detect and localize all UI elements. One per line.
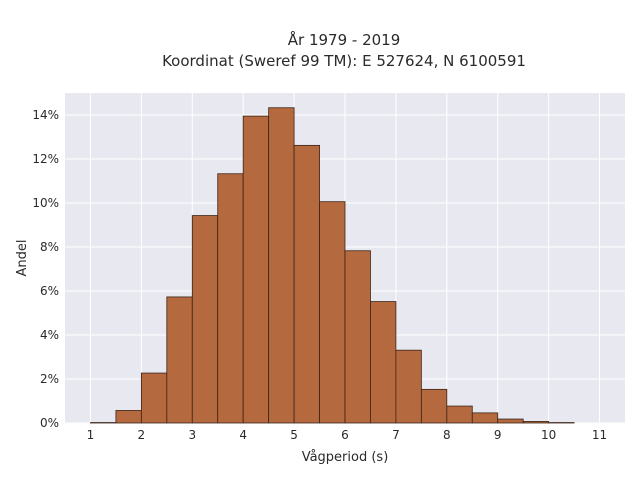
x-tick-label: 10 [541,428,556,442]
x-tick-label: 3 [188,428,196,442]
histogram-bar [447,406,472,423]
histogram-bar [167,297,192,423]
y-tick-label: 6% [40,284,59,298]
x-tick-label: 5 [290,428,298,442]
histogram-bar [141,373,166,423]
x-axis-label: Vågperiod (s) [302,450,389,465]
y-tick-label: 14% [32,108,59,122]
y-tick-label: 12% [32,152,59,166]
y-axis-label: Andel [15,240,30,277]
histogram-bar [294,145,319,423]
x-tick-label: 9 [494,428,502,442]
y-tick-label: 4% [40,328,59,342]
histogram-bar [498,419,523,423]
x-tick-label: 1 [87,428,95,442]
histogram-bar [192,216,217,423]
histogram-bar [421,389,446,423]
histogram-bar [345,251,370,423]
histogram-bar [243,116,268,423]
histogram-bar [320,202,345,423]
y-tick-label: 0% [40,416,59,430]
x-tick-label: 2 [138,428,146,442]
histogram-bar [396,350,421,423]
histogram-bar [269,108,294,423]
y-tick-label: 2% [40,372,59,386]
x-tick-label: 7 [392,428,400,442]
chart-title-line2: Koordinat (Sweref 99 TM): E 527624, N 61… [162,52,526,70]
x-axis-ticks: 1 2 3 4 5 6 7 8 9 10 11 [87,428,608,442]
histogram-bar [472,413,497,423]
histogram-bar [370,302,395,423]
histogram-bar [218,174,243,423]
y-tick-label: 10% [32,196,59,210]
x-tick-label: 11 [592,428,607,442]
y-tick-label: 8% [40,240,59,254]
chart-title-line1: År 1979 - 2019 [288,30,401,49]
histogram-bar [116,410,141,423]
y-axis-ticks: 0% 2% 4% 6% 8% 10% 12% 14% [32,108,59,430]
x-tick-label: 6 [341,428,349,442]
x-tick-label: 4 [239,428,247,442]
histogram-bar [523,421,548,423]
x-tick-label: 8 [443,428,451,442]
